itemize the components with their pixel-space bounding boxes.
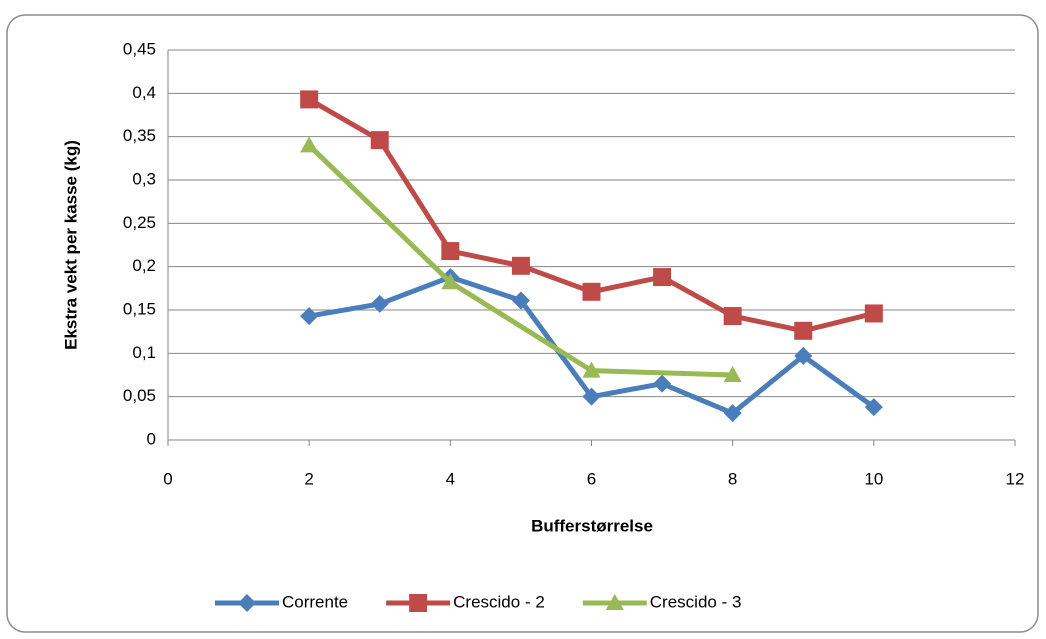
marker	[300, 307, 319, 326]
marker	[723, 404, 742, 423]
marker	[441, 242, 460, 261]
y-tick-label: 0,35	[123, 126, 156, 145]
marker	[511, 291, 530, 310]
series-line	[307, 143, 733, 378]
y-tick-label: 0,2	[132, 256, 156, 275]
marker	[794, 346, 813, 365]
x-tick-label: 8	[728, 469, 737, 488]
x-tick-label: 12	[1006, 469, 1025, 488]
marker	[582, 282, 601, 301]
marker	[653, 268, 672, 287]
marker	[864, 398, 883, 417]
y-tick-label: 0,3	[132, 169, 156, 188]
legend-label: Corrente	[282, 592, 348, 611]
marker	[370, 294, 389, 313]
y-tick-label: 0,15	[123, 299, 156, 318]
marker	[723, 366, 742, 382]
y-tick-label: 0,45	[123, 39, 156, 58]
x-axis-title: Bufferstørrelse	[531, 516, 653, 535]
y-tick-label: 0,1	[132, 343, 156, 362]
x-tick-label: 2	[304, 469, 313, 488]
marker	[511, 256, 530, 275]
marker	[582, 387, 601, 406]
marker	[300, 136, 319, 153]
marker	[409, 594, 428, 612]
y-axis-title: Ekstra vekt per kasse (kg)	[61, 140, 80, 350]
marker	[441, 273, 460, 290]
x-tick-label: 0	[163, 469, 172, 488]
marker	[723, 307, 742, 326]
marker	[300, 90, 319, 109]
marker	[238, 594, 256, 612]
x-tick-label: 4	[446, 469, 455, 488]
marker	[864, 304, 883, 323]
legend-label: Crescido - 3	[650, 592, 742, 611]
y-tick-label: 0,25	[123, 213, 156, 232]
marker	[794, 321, 813, 340]
chart-border	[6, 14, 1039, 633]
marker	[370, 131, 389, 150]
marker	[605, 594, 624, 610]
y-tick-label: 0,05	[123, 386, 156, 405]
x-tick-label: 6	[587, 469, 596, 488]
y-tick-label: 0,4	[132, 83, 156, 102]
marker	[582, 361, 601, 378]
legend-label: Crescido - 2	[453, 592, 545, 611]
marker	[653, 374, 672, 393]
x-tick-label: 10	[864, 469, 883, 488]
y-tick-label: 0	[147, 429, 156, 448]
